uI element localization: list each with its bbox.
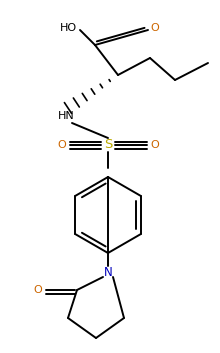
- Text: HO: HO: [59, 23, 77, 33]
- Text: N: N: [104, 265, 112, 279]
- Text: O: O: [58, 140, 66, 150]
- Text: O: O: [151, 23, 159, 33]
- Text: O: O: [34, 285, 42, 295]
- Text: O: O: [151, 140, 159, 150]
- Text: S: S: [104, 138, 112, 151]
- Text: HN: HN: [58, 111, 74, 121]
